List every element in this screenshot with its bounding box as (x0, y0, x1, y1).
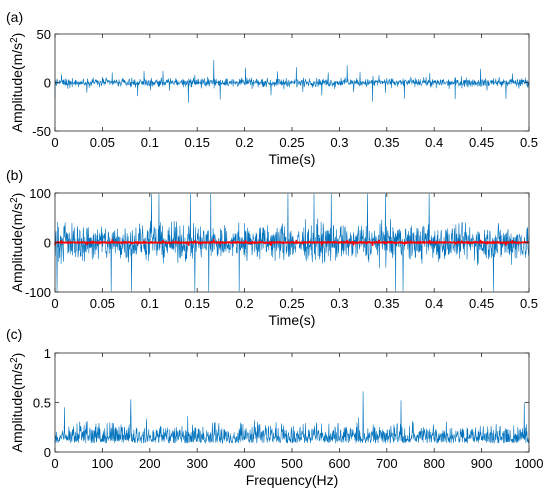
panel-b-x-tick-label: 0.25 (279, 296, 304, 311)
panel-c-y-ticks: 00.51 (33, 346, 529, 460)
panel-c-x-axis-label: Frequency(Hz) (246, 472, 339, 488)
panel-b-x-tick-label: 0 (51, 296, 58, 311)
panel-c-x-tick-label: 1000 (515, 456, 544, 471)
panel-c-y-tick-label: 0.5 (33, 396, 51, 411)
panel-a-x-ticks: 0 0.05 0.1 0.15 0.2 0.25 0.3 0.35 0.4 0.45 0.5 (51, 34, 538, 150)
panel-c-x-tick-label: 500 (281, 456, 303, 471)
panel-a-y-tick-label: -50 (32, 124, 51, 139)
panel-a-series-line-1 (54, 59, 530, 103)
panel-b-x-tick-label: 0.1 (141, 296, 159, 311)
panel-a-x-tick-label: 0.3 (330, 135, 348, 150)
panel-c-x-tick-label: 600 (329, 456, 351, 471)
panel-c-x-tick-label: 800 (423, 456, 445, 471)
panel-b-x-tick-label: 0.4 (425, 296, 443, 311)
panel-a-x-axis-label: Time(s) (269, 151, 316, 167)
panel-c-y-axis-label: Amplitude(m/s2) (9, 353, 26, 453)
panel-b-label: (b) (6, 167, 23, 183)
panel-a-x-tick-label: 0.25 (279, 135, 304, 150)
panel-b-x-tick-label: 0.35 (374, 296, 399, 311)
panel-a: (a) 0 0.05 0.1 0.15 0.2 0.25 0.3 0.35 0.4 0.45 0.5… (6, 9, 538, 167)
panel-a-x-tick-label: 0.45 (469, 135, 494, 150)
panel-b-y-tick-label: -100 (25, 285, 51, 300)
panel-a-x-tick-label: 0.2 (236, 135, 254, 150)
panel-c-x-tick-label: 100 (92, 456, 114, 471)
panel-c-x-ticks: 0 100 200 300 400 500 600 700 800 900 1000 (51, 353, 543, 471)
panel-c-y-tick-label: 1 (44, 346, 51, 361)
panel-c-x-tick-label: 200 (139, 456, 161, 471)
panel-a-y-tick-label: 50 (37, 27, 51, 42)
panel-b: (b) 0 0.05 0.1 0.15 0.2 0.25 0.3 0.35 0.4 0.45 0.5… (6, 167, 538, 328)
panel-a-traces (54, 59, 530, 103)
panel-a-x-tick-label: 0.15 (185, 135, 210, 150)
panel-a-x-tick-label: 0.5 (520, 135, 538, 150)
panel-c-x-tick-label: 700 (376, 456, 398, 471)
panel-b-x-tick-label: 0.05 (90, 296, 115, 311)
panel-c-traces (54, 391, 530, 444)
panel-b-x-tick-label: 0.45 (469, 296, 494, 311)
panel-a-x-tick-label: 0.05 (90, 135, 115, 150)
panel-a-x-tick-label: 0.35 (374, 135, 399, 150)
panel-a-y-ticks: -50 0 50 (32, 27, 529, 139)
panel-b-y-axis-label: Amplitude(m/s2) (9, 193, 26, 293)
panel-b-y-tick-label: 0 (44, 236, 51, 251)
panel-c-series-line-1 (54, 391, 530, 444)
panel-b-x-tick-label: 0.5 (520, 296, 538, 311)
panel-b-x-axis-label: Time(s) (269, 312, 316, 328)
panel-a-x-tick-label: 0.1 (141, 135, 159, 150)
panel-c: (c) 0 100 200 300 400 500 600 700 800 900 1000 00.… (6, 326, 543, 488)
panel-b-series-line-1 (54, 193, 530, 292)
panel-b-x-tick-label: 0.15 (185, 296, 210, 311)
panel-b-traces (54, 193, 530, 292)
panel-c-y-tick-label: 0 (44, 445, 51, 460)
panel-a-x-tick-label: 0 (51, 135, 58, 150)
panel-a-y-tick-label: 0 (44, 76, 51, 91)
panel-b-x-tick-label: 0.2 (236, 296, 254, 311)
panel-a-y-axis-label: Amplitude(m/s2) (9, 33, 26, 133)
panel-b-y-tick-label: 100 (29, 186, 51, 201)
panel-b-x-tick-label: 0.3 (330, 296, 348, 311)
panel-c-x-tick-label: 300 (186, 456, 208, 471)
panel-b-x-ticks: 0 0.05 0.1 0.15 0.2 0.25 0.3 0.35 0.4 0.45 0.5 (51, 193, 538, 311)
panel-b-y-ticks: -100 0 100 (25, 186, 529, 300)
panel-c-x-tick-label: 900 (471, 456, 493, 471)
panel-c-x-tick-label: 400 (234, 456, 256, 471)
panel-a-x-tick-label: 0.4 (425, 135, 443, 150)
panel-c-x-tick-label: 0 (51, 456, 58, 471)
panel-a-label: (a) (6, 9, 23, 25)
panel-b-series-line-2 (54, 239, 530, 247)
panel-c-label: (c) (6, 326, 22, 342)
